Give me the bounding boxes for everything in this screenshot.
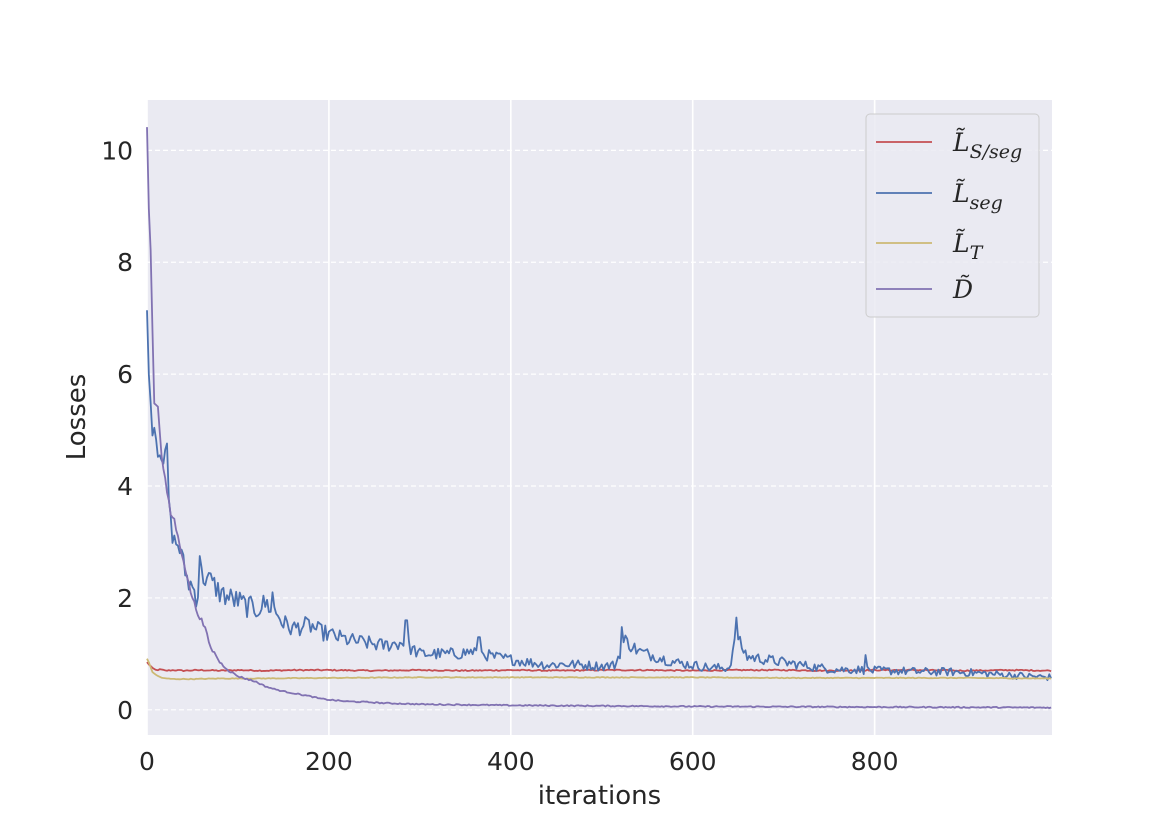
y-tick-label: 8 — [117, 248, 133, 277]
y-axis-label: Losses — [62, 374, 92, 461]
legend-box — [865, 113, 1040, 318]
y-tick-label: 0 — [117, 696, 133, 725]
y-tick-label: 10 — [101, 136, 133, 165]
x-tick-label: 400 — [487, 747, 535, 776]
x-tick-label: 800 — [851, 747, 899, 776]
series-line-3 — [146, 127, 1052, 710]
series-layer — [146, 127, 1052, 710]
x-tick-label: 200 — [305, 747, 353, 776]
y-tick-label: 2 — [117, 584, 133, 613]
legend-entry: L̃seg — [952, 179, 1003, 214]
x-tick-label: 0 — [139, 747, 155, 776]
legend: L̃S/seg L̃seg L̃T D̃ — [865, 113, 1040, 318]
series-line-1 — [146, 310, 1052, 682]
tick-labels: 0 200 400 600 800 0 2 4 6 8 10 — [101, 136, 898, 776]
x-axis-label: iterations — [538, 781, 661, 811]
y-tick-label: 4 — [117, 472, 133, 501]
legend-entry: D̃ — [952, 275, 973, 304]
legend-entry: L̃T — [952, 229, 984, 264]
series-line-2 — [146, 658, 1052, 681]
x-tick-label: 600 — [669, 747, 717, 776]
legend-entry: L̃S/seg — [952, 128, 1022, 163]
y-tick-label: 6 — [117, 360, 133, 389]
